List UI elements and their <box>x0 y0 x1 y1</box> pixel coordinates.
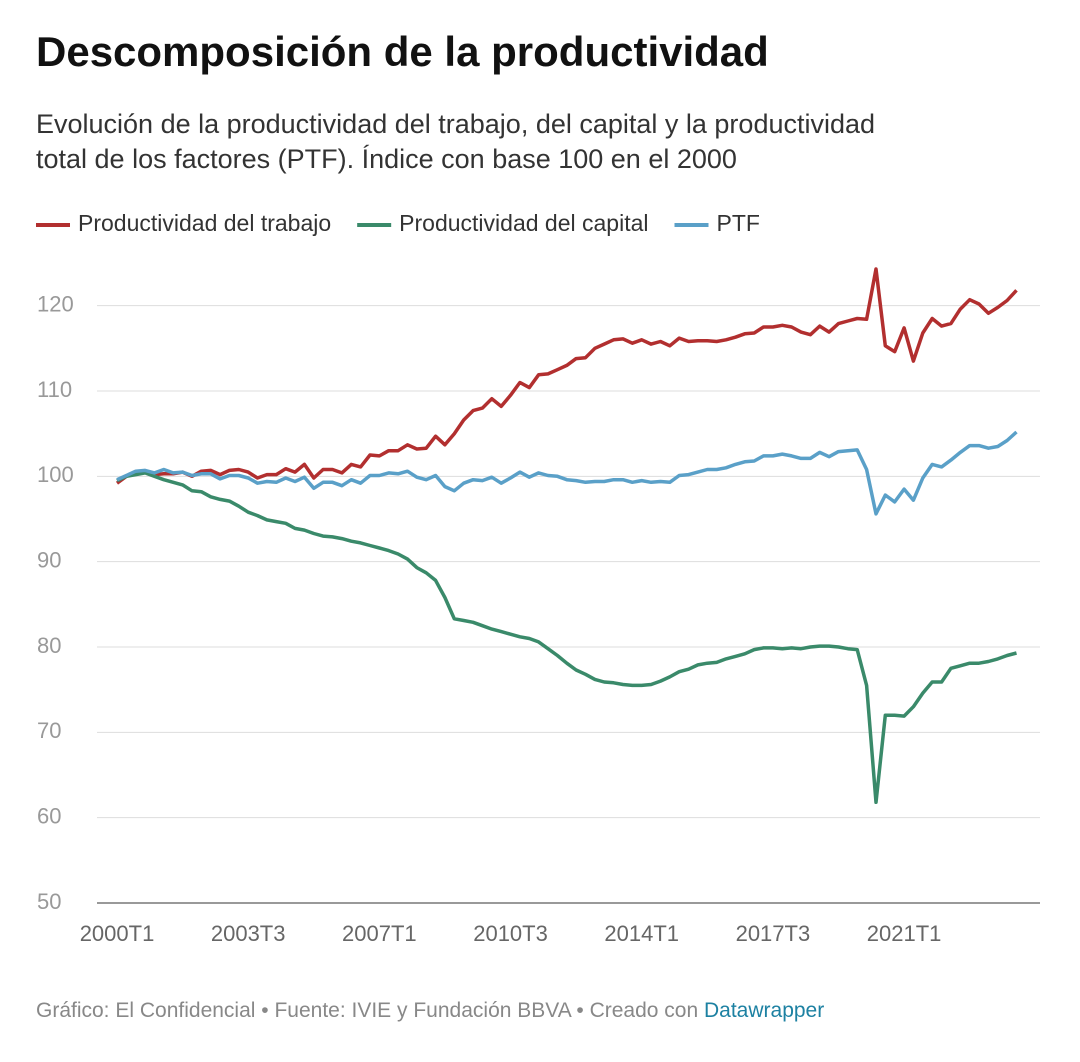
y-tick-label: 60 <box>37 803 61 828</box>
footer-text: Gráfico: El Confidencial • Fuente: IVIE … <box>36 999 698 1022</box>
footer-link[interactable]: Datawrapper <box>704 999 824 1022</box>
x-tick-label: 2007T1 <box>342 921 417 946</box>
series-line <box>115 267 1018 485</box>
y-tick-label: 80 <box>37 633 61 658</box>
x-tick-label: 2021T1 <box>867 921 942 946</box>
chart-subtitle: total de los factores (PTF). Índice con … <box>36 144 737 174</box>
y-tick-label: 120 <box>37 291 74 316</box>
y-tick-label: 70 <box>37 718 61 743</box>
x-tick-label: 2010T3 <box>473 921 548 946</box>
y-tick-label: 110 <box>37 377 72 402</box>
series-line <box>116 430 1018 516</box>
footer: Gráfico: El Confidencial • Fuente: IVIE … <box>36 999 824 1022</box>
legend-label: Productividad del capital <box>399 210 648 236</box>
y-tick-label: 50 <box>37 889 61 914</box>
x-tick-label: 2003T3 <box>211 921 286 946</box>
x-tick-label: 2014T1 <box>604 921 679 946</box>
x-tick-label: 2017T3 <box>736 921 811 946</box>
series-line <box>116 471 1017 805</box>
y-tick-label: 90 <box>37 547 61 572</box>
legend-label: PTF <box>717 210 760 236</box>
legend-label: Productividad del trabajo <box>78 210 331 236</box>
x-tick-label: 2000T1 <box>80 921 155 946</box>
chart-subtitle: Evolución de la productividad del trabaj… <box>36 109 875 139</box>
y-tick-label: 100 <box>37 462 74 487</box>
chart-title: Descomposición de la productividad <box>36 28 769 75</box>
